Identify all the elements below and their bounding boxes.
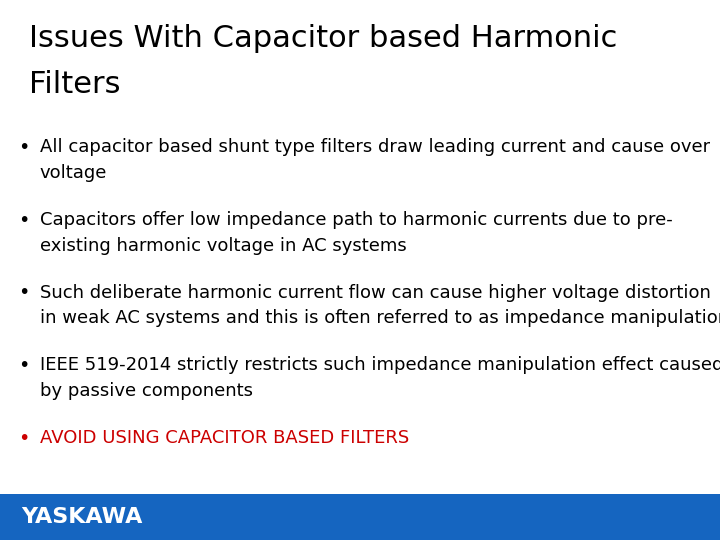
Text: •: • <box>18 211 30 229</box>
Text: •: • <box>18 138 30 157</box>
Text: in weak AC systems and this is often referred to as impedance manipulation: in weak AC systems and this is often ref… <box>40 309 720 327</box>
Text: All capacitor based shunt type filters draw leading current and cause over: All capacitor based shunt type filters d… <box>40 138 710 156</box>
Text: Filters: Filters <box>29 70 120 99</box>
Text: •: • <box>18 356 30 375</box>
Text: •: • <box>18 429 30 448</box>
Text: Capacitors offer low impedance path to harmonic currents due to pre-: Capacitors offer low impedance path to h… <box>40 211 672 228</box>
Text: Issues With Capacitor based Harmonic: Issues With Capacitor based Harmonic <box>29 24 617 53</box>
Text: IEEE 519-2014 strictly restricts such impedance manipulation effect caused: IEEE 519-2014 strictly restricts such im… <box>40 356 720 374</box>
Text: Such deliberate harmonic current flow can cause higher voltage distortion: Such deliberate harmonic current flow ca… <box>40 284 711 301</box>
Text: by passive components: by passive components <box>40 382 253 400</box>
Text: existing harmonic voltage in AC systems: existing harmonic voltage in AC systems <box>40 237 406 254</box>
Text: YASKAWA: YASKAWA <box>22 507 143 527</box>
Text: voltage: voltage <box>40 164 107 181</box>
Text: AVOID USING CAPACITOR BASED FILTERS: AVOID USING CAPACITOR BASED FILTERS <box>40 429 409 447</box>
Text: •: • <box>18 284 30 302</box>
